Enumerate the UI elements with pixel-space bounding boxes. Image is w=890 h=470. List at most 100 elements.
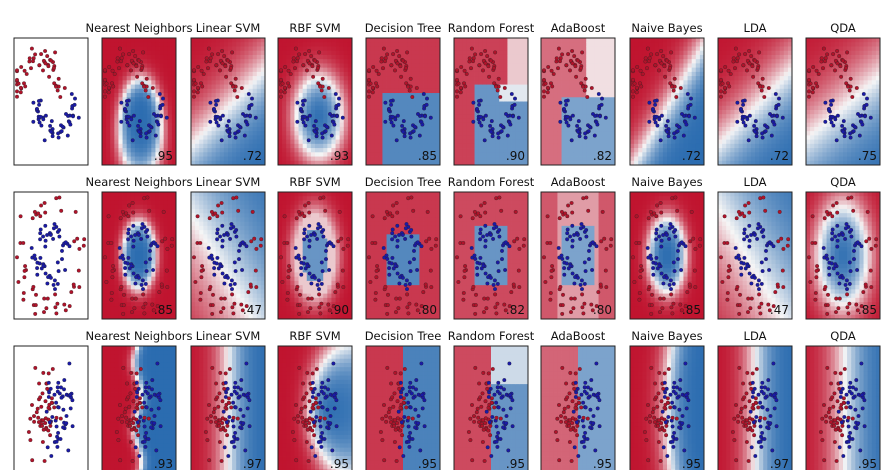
decision-surface-cell: [726, 55, 731, 60]
decision-surface-cell: [232, 59, 237, 64]
decision-surface-cell: [642, 135, 647, 140]
decision-surface-cell: [722, 102, 727, 107]
decision-surface-cell: [118, 106, 123, 111]
decision-surface-cell: [244, 42, 249, 47]
decision-surface-cell: [151, 93, 156, 98]
decision-surface-cell: [642, 97, 647, 102]
decision-surface-cell: [299, 46, 304, 51]
decision-surface-cell: [257, 38, 262, 43]
decision-surface-cell: [541, 46, 546, 51]
decision-surface-cell: [168, 140, 173, 145]
decision-surface-cell: [696, 93, 701, 98]
decision-surface-cell: [512, 59, 517, 64]
decision-surface-cell: [387, 85, 392, 90]
data-point-class-0: [19, 91, 23, 95]
score-label: .82: [593, 149, 612, 163]
decision-surface-cell: [257, 123, 262, 128]
decision-surface-cell: [675, 114, 680, 119]
decision-surface-cell: [415, 76, 420, 81]
data-point-class-1: [254, 116, 258, 120]
data-point-class-1: [220, 139, 224, 143]
decision-surface-cell: [106, 135, 111, 140]
decision-surface-cell: [378, 80, 383, 85]
decision-surface-cell: [683, 85, 688, 90]
decision-surface-cell: [147, 89, 152, 94]
decision-surface-cell: [726, 93, 731, 98]
decision-surface-cell: [432, 72, 437, 77]
decision-surface-cell: [759, 110, 764, 115]
decision-surface-cell: [257, 72, 262, 77]
decision-surface-cell: [315, 89, 320, 94]
decision-surface-cell: [127, 85, 132, 90]
decision-surface-cell: [282, 72, 287, 77]
decision-surface-cell: [730, 131, 735, 136]
decision-surface-cell: [382, 140, 387, 145]
decision-surface-cell: [106, 42, 111, 47]
decision-surface-cell: [755, 157, 760, 162]
decision-surface-cell: [520, 118, 525, 123]
decision-surface-cell: [487, 42, 492, 47]
data-point-class-0: [292, 57, 296, 61]
decision-surface-cell: [607, 89, 612, 94]
decision-surface-cell: [131, 152, 136, 157]
decision-surface-cell: [257, 55, 262, 60]
decision-surface-cell: [395, 127, 400, 132]
decision-surface-cell: [499, 144, 504, 149]
decision-surface-cell: [118, 93, 123, 98]
decision-surface-cell: [294, 42, 299, 47]
decision-surface-cell: [323, 106, 328, 111]
decision-surface-cell: [391, 135, 396, 140]
decision-surface-cell: [671, 140, 676, 145]
decision-surface-cell: [590, 93, 595, 98]
decision-surface-cell: [147, 140, 152, 145]
decision-surface-cell: [638, 46, 643, 51]
decision-surface-cell: [607, 118, 612, 123]
decision-surface-cell: [562, 42, 567, 47]
decision-surface-cell: [387, 140, 392, 145]
decision-surface-cell: [147, 38, 152, 43]
decision-surface-cell: [630, 114, 635, 119]
decision-surface-cell: [541, 123, 546, 128]
data-point-class-0: [487, 75, 491, 79]
decision-surface-cell: [516, 106, 521, 111]
decision-surface-cell: [566, 72, 571, 77]
decision-surface-cell: [278, 102, 283, 107]
decision-surface-cell: [131, 38, 136, 43]
data-point-class-0: [542, 69, 546, 73]
decision-surface-cell: [663, 110, 668, 115]
data-point-class-0: [404, 66, 408, 70]
decision-surface-cell: [110, 93, 115, 98]
decision-surface-cell: [407, 42, 412, 47]
decision-surface-cell: [516, 127, 521, 132]
decision-surface-cell: [244, 38, 249, 43]
decision-surface-cell: [370, 114, 375, 119]
decision-surface-cell: [566, 140, 571, 145]
decision-surface-cell: [655, 131, 660, 136]
decision-surface-cell: [378, 51, 383, 56]
decision-surface-cell: [323, 42, 328, 47]
decision-surface-cell: [491, 152, 496, 157]
decision-surface-cell: [512, 135, 517, 140]
data-point-class-1: [570, 139, 574, 143]
decision-surface-cell: [236, 80, 241, 85]
decision-surface-cell: [340, 85, 345, 90]
decision-surface-cell: [520, 131, 525, 136]
decision-surface-cell: [232, 144, 237, 149]
data-point-class-0: [23, 69, 27, 73]
decision-surface-cell: [428, 55, 433, 60]
decision-surface-cell: [249, 131, 254, 136]
decision-surface-cell: [470, 131, 475, 136]
decision-surface-cell: [395, 80, 400, 85]
decision-surface-cell: [718, 127, 723, 132]
data-point-class-1: [482, 118, 486, 122]
decision-surface-cell: [671, 55, 676, 60]
decision-surface-cell: [659, 127, 664, 132]
decision-surface-cell: [244, 80, 249, 85]
decision-surface-cell: [424, 131, 429, 136]
decision-surface-cell: [336, 42, 341, 47]
decision-surface-cell: [294, 148, 299, 153]
decision-surface-cell: [574, 42, 579, 47]
decision-surface-cell: [545, 97, 550, 102]
data-point-class-1: [128, 124, 132, 128]
decision-surface-cell: [730, 152, 735, 157]
